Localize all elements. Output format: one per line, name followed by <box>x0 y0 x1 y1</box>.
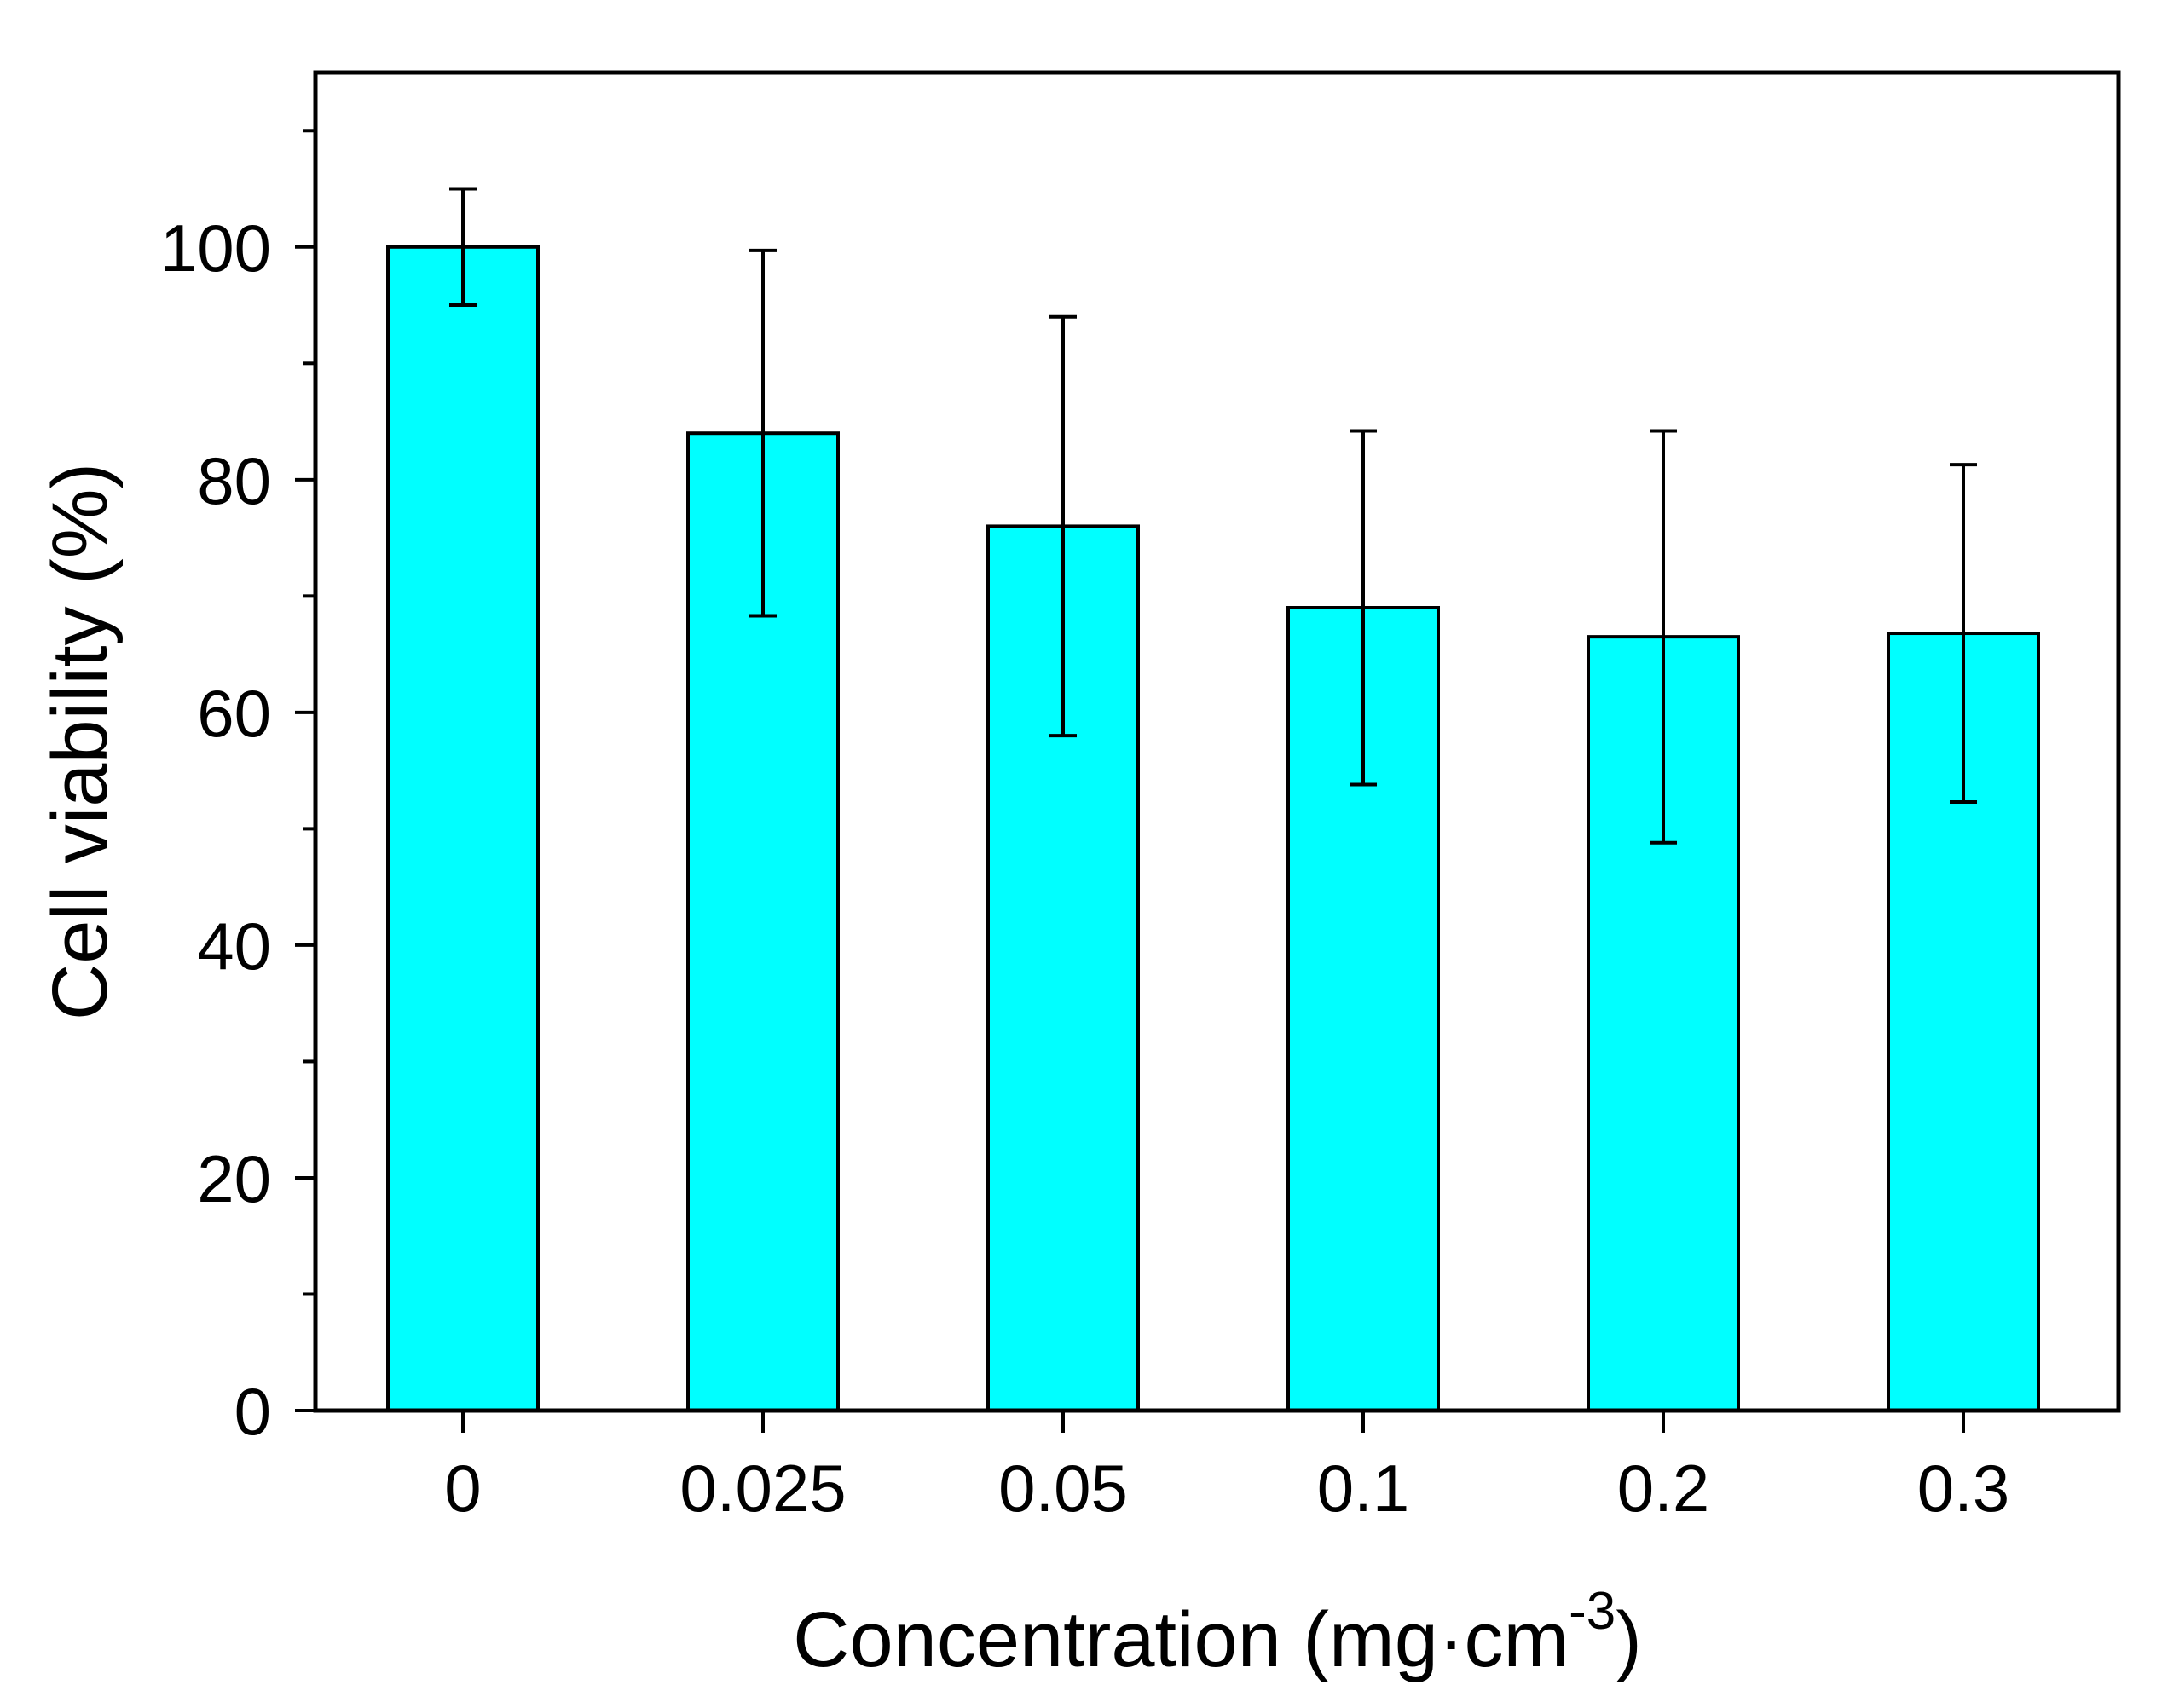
x-tick-label: 0.1 <box>1317 1451 1409 1526</box>
error-bars-group <box>449 187 1977 845</box>
x-axis-title: Concentration (mg·cm-3) <box>793 1582 1642 1683</box>
x-axis: 0 0.025 0.05 0.1 0.2 0.3 <box>444 1411 2009 1526</box>
x-tick-label: 0.025 <box>679 1451 846 1526</box>
bars-group <box>386 245 2040 1413</box>
x-tick-label: 0.05 <box>998 1451 1128 1526</box>
y-tick-label: 60 <box>197 676 271 751</box>
plot-frame <box>313 70 2121 1413</box>
y-tick-label: 100 <box>160 211 271 286</box>
x-axis-title-superscript: -3 <box>1569 1582 1616 1641</box>
x-tick-label: 0.3 <box>1917 1451 2009 1526</box>
y-tick-label: 40 <box>197 909 271 984</box>
x-tick-label: 0 <box>444 1451 481 1526</box>
y-tick-label: 20 <box>197 1141 271 1216</box>
x-tick-label: 0.2 <box>1617 1451 1709 1526</box>
x-axis-title-close: ) <box>1616 1596 1642 1683</box>
bar <box>386 245 540 1413</box>
y-axis-title: Cell viability (%) <box>37 463 124 1020</box>
x-axis-title-main: Concentration (mg·cm <box>793 1596 1569 1683</box>
y-tick-label: 0 <box>234 1374 271 1449</box>
y-tick-label: 80 <box>197 443 271 518</box>
y-axis: 0 20 40 60 80 100 <box>160 129 315 1449</box>
